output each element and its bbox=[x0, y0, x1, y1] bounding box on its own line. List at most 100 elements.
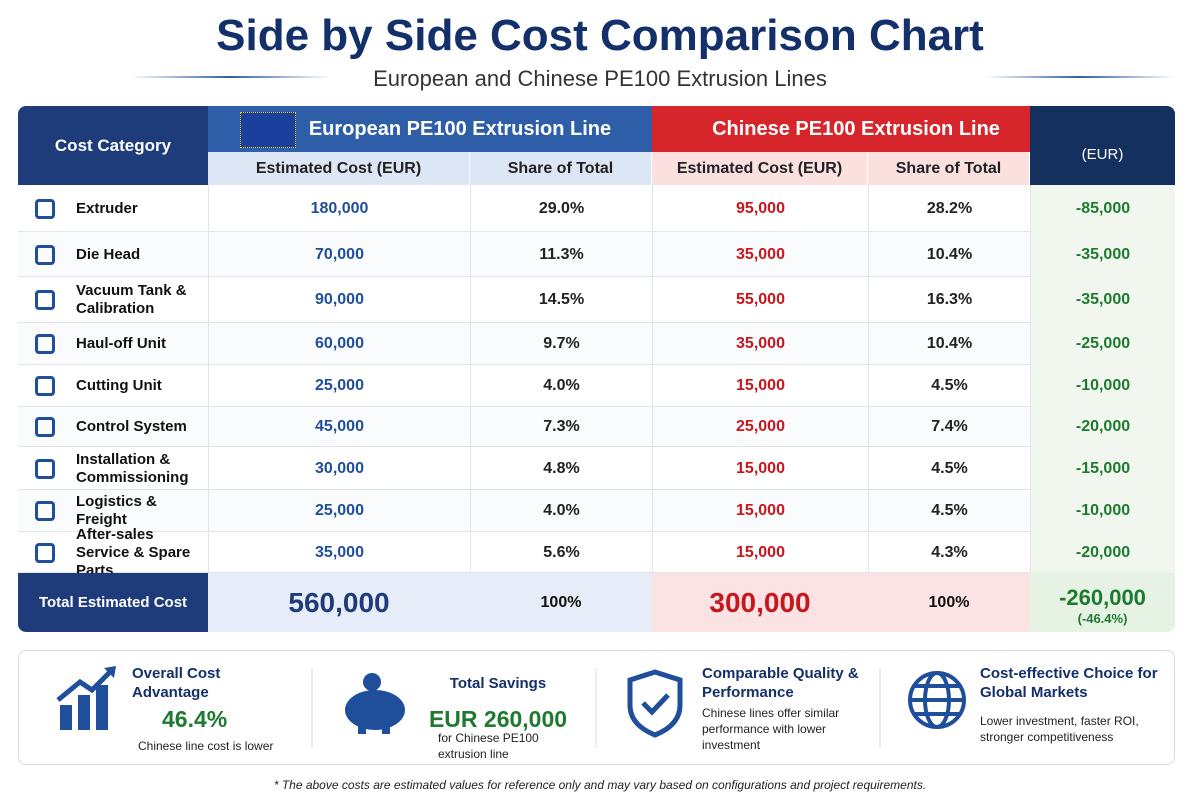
category: Haul-off Unit bbox=[76, 335, 166, 352]
cell: 7.3% bbox=[470, 407, 652, 447]
card-title: Overall Cost Advantage bbox=[132, 665, 221, 701]
cell: 29.0% bbox=[470, 185, 652, 232]
category: Vacuum Tank & Calibration bbox=[76, 282, 187, 317]
category: After-sales Service & Spare Parts bbox=[76, 525, 191, 579]
diff-unit: (EUR) bbox=[1030, 146, 1175, 185]
cell: -35,000 bbox=[1030, 232, 1175, 277]
cell: 11.3% bbox=[470, 232, 652, 277]
total-label: Total Estimated Cost bbox=[18, 573, 208, 632]
footnote: * The above costs are estimated values f… bbox=[273, 778, 927, 792]
cell: 70,000 bbox=[208, 232, 470, 277]
row-bg bbox=[18, 532, 1175, 573]
row-icon bbox=[35, 458, 55, 479]
cell: 28.2% bbox=[868, 185, 1030, 232]
row-icon bbox=[35, 417, 55, 437]
cell: 15,000 bbox=[652, 490, 868, 532]
cell: -10,000 bbox=[1030, 365, 1175, 407]
cell: 35,000 bbox=[652, 323, 868, 365]
title: Side by Side Cost Comparison Chart bbox=[216, 11, 984, 60]
cell: 9.7% bbox=[470, 323, 652, 365]
card-value: 46.4% bbox=[162, 705, 228, 732]
cell: -10,000 bbox=[1030, 490, 1175, 532]
cell: -35,000 bbox=[1030, 277, 1175, 323]
cell: 5.6% bbox=[470, 532, 652, 573]
cell: 4.5% bbox=[868, 490, 1030, 532]
cell: 4.5% bbox=[868, 447, 1030, 490]
category: Die Head bbox=[76, 245, 141, 263]
row-bg bbox=[18, 232, 1175, 277]
subheader: Share of Total bbox=[470, 152, 652, 185]
cell: 7.4% bbox=[868, 407, 1030, 447]
row-icon bbox=[35, 290, 55, 310]
rule bbox=[130, 76, 330, 78]
dividers bbox=[311, 668, 881, 748]
cn-flag bbox=[668, 112, 698, 134]
cell: 14.5% bbox=[470, 277, 652, 323]
cell: 25,000 bbox=[208, 490, 470, 532]
cell: 4.3% bbox=[868, 532, 1030, 573]
row-bg bbox=[18, 407, 1175, 447]
subheader: Estimated Cost (EUR) bbox=[652, 152, 868, 185]
category: Extruder bbox=[76, 199, 138, 217]
total-diff-pct: (-46.4%) bbox=[1030, 611, 1175, 632]
total-cn-cost: 300,000 bbox=[652, 573, 868, 632]
cell: 4.0% bbox=[470, 490, 652, 532]
subtitle: European and Chinese PE100 Extrusion Lin… bbox=[373, 66, 827, 91]
corner-header: Cost Category bbox=[18, 106, 208, 185]
total-eu-cost: 560,000 bbox=[208, 573, 470, 632]
category: Cutting Unit bbox=[76, 377, 162, 394]
card-value: EUR 260,000 bbox=[428, 705, 568, 732]
cell: 15,000 bbox=[652, 365, 868, 407]
cell: 180,000 bbox=[208, 185, 470, 232]
category: Control System bbox=[76, 418, 187, 435]
shield-icon bbox=[627, 669, 683, 738]
rule bbox=[985, 76, 1175, 78]
total-cn-share: 100% bbox=[868, 573, 1030, 632]
cell: 10.4% bbox=[868, 323, 1030, 365]
subheader: Estimated Cost (EUR) bbox=[208, 152, 470, 185]
cell: 45,000 bbox=[208, 407, 470, 447]
row-icon bbox=[35, 244, 55, 265]
category: Installation & Commissioning bbox=[76, 450, 189, 486]
cell: 60,000 bbox=[208, 323, 470, 365]
cell: 90,000 bbox=[208, 277, 470, 323]
card-note: for Chinese PE100 extrusion line bbox=[438, 731, 539, 761]
globe-icon bbox=[908, 671, 966, 729]
row-bg bbox=[18, 185, 1175, 232]
row-bg bbox=[18, 490, 1175, 532]
cell: 30,000 bbox=[208, 447, 470, 490]
row-icon bbox=[35, 501, 55, 521]
row-icon bbox=[35, 334, 55, 354]
cell: 25,000 bbox=[652, 407, 868, 447]
summary-panel bbox=[18, 650, 1175, 765]
cell: 35,000 bbox=[208, 532, 470, 573]
total-eu-share: 100% bbox=[470, 573, 652, 632]
card-title: Total Savings bbox=[449, 674, 547, 692]
cell: -85,000 bbox=[1030, 185, 1175, 232]
cn-header: Chinese PE100 Extrusion Line bbox=[652, 106, 1030, 152]
cell: 55,000 bbox=[652, 277, 868, 323]
cell: -20,000 bbox=[1030, 407, 1175, 447]
piggy-icon bbox=[345, 673, 405, 734]
card-title: Cost-effective Choice for Global Markets bbox=[980, 665, 1158, 701]
row-icon bbox=[35, 198, 55, 219]
cell: 15,000 bbox=[652, 447, 868, 490]
cell: 4.8% bbox=[470, 447, 652, 490]
card-note: Lower investment, faster ROI, stronger c… bbox=[980, 714, 1139, 744]
cell: 95,000 bbox=[652, 185, 868, 232]
row-icon bbox=[35, 376, 55, 396]
cell: 16.3% bbox=[868, 277, 1030, 323]
chart-icon bbox=[56, 666, 116, 730]
category: Logistics & Freight bbox=[76, 493, 157, 528]
cell: 10.4% bbox=[868, 232, 1030, 277]
cell: -15,000 bbox=[1030, 447, 1175, 490]
cell: 35,000 bbox=[652, 232, 868, 277]
row-bg bbox=[18, 277, 1175, 323]
eu-flag bbox=[240, 112, 296, 148]
cell: 4.0% bbox=[470, 365, 652, 407]
row-bg bbox=[18, 447, 1175, 490]
cell: 25,000 bbox=[208, 365, 470, 407]
total-diff: -260,000 bbox=[1030, 573, 1175, 611]
